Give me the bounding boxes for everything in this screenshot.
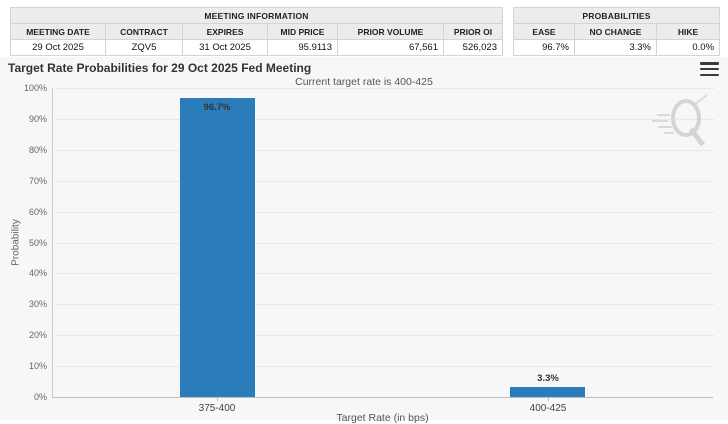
col-prior-volume: PRIOR VOLUME [337,23,444,40]
h-gridline [52,304,713,306]
meeting-information-table: MEETING INFORMATION MEETING DATE CONTRAC… [10,7,503,56]
y-tick-label: 0% [33,392,47,402]
y-tick-label: 50% [28,237,47,248]
y-tick-label: 20% [28,330,47,341]
mid-price-value: 95.9113 [267,39,338,56]
h-gridline [52,335,713,337]
y-tick-label: 40% [28,268,47,279]
x-axis-line [52,397,713,398]
h-gridline [52,118,713,120]
meeting-information-header: MEETING INFORMATION [10,7,503,24]
y-tick-label: 90% [28,113,47,124]
col-mid-price: MID PRICE [267,23,338,40]
h-gridline [52,180,713,182]
chart-title: Target Rate Probabilities for 29 Oct 202… [8,61,312,75]
h-gridline [52,242,713,244]
contract-value: ZQV5 [105,39,183,56]
expires-value: 31 Oct 2025 [182,39,268,56]
h-gridline [52,273,713,275]
x-tick [548,397,549,401]
probability-bar [510,387,585,397]
hamburger-menu-icon [700,62,719,65]
x-tick [217,397,218,401]
h-gridline [52,211,713,213]
no-change-value: 3.3% [574,39,657,56]
col-contract: CONTRACT [105,23,183,40]
y-tick-label: 10% [28,361,47,372]
h-gridline [52,366,713,368]
y-tick-label: 30% [28,299,47,310]
h-gridline [52,149,713,151]
bar-value-label: 96.7% [203,102,231,113]
y-tick-label: 60% [28,206,47,217]
ease-value: 96.7% [513,39,575,56]
col-meeting-date: MEETING DATE [10,23,106,40]
y-axis-line [52,88,53,397]
y-tick-label: 100% [23,83,47,93]
x-axis-title: Target Rate (in bps) [336,412,429,424]
h-gridline [52,88,713,89]
prior-oi-value: 526,023 [443,39,503,56]
x-category-label: 375-400 [198,403,236,414]
y-tick-label: 70% [28,175,47,186]
probabilities-header: PROBABILITIES [512,7,721,24]
probability-bar [180,98,255,397]
col-expires: EXPIRES [182,23,268,40]
col-no-change: NO CHANGE [574,23,657,40]
meeting-date-value: 29 Oct 2025 [10,39,106,56]
probabilities-values-row: 96.7% 3.3% 0.0% [513,39,721,56]
prior-volume-value: 67,561 [337,39,444,56]
chart-subtitle: Current target rate is 400-425 [295,76,433,88]
meeting-values-row: 29 Oct 2025 ZQV5 31 Oct 2025 95.9113 67,… [10,39,503,56]
chart-panel: Target Rate Probabilities for 29 Oct 202… [0,57,728,424]
top-tables: MEETING INFORMATION MEETING DATE CONTRAC… [10,7,721,56]
hike-value: 0.0% [655,39,721,56]
x-category-label: 400-425 [529,403,567,414]
chart-menu-button[interactable] [700,62,719,76]
col-ease: EASE [513,23,575,40]
bar-value-label: 3.3% [537,373,559,384]
q-watermark-icon [652,94,708,147]
col-prior-oi: PRIOR OI [443,23,503,40]
col-hike: HIKE [655,23,721,40]
probabilities-table: PROBABILITIES EASE NO CHANGE HIKE 96.7% … [512,7,721,56]
y-tick-label: 80% [28,144,47,155]
